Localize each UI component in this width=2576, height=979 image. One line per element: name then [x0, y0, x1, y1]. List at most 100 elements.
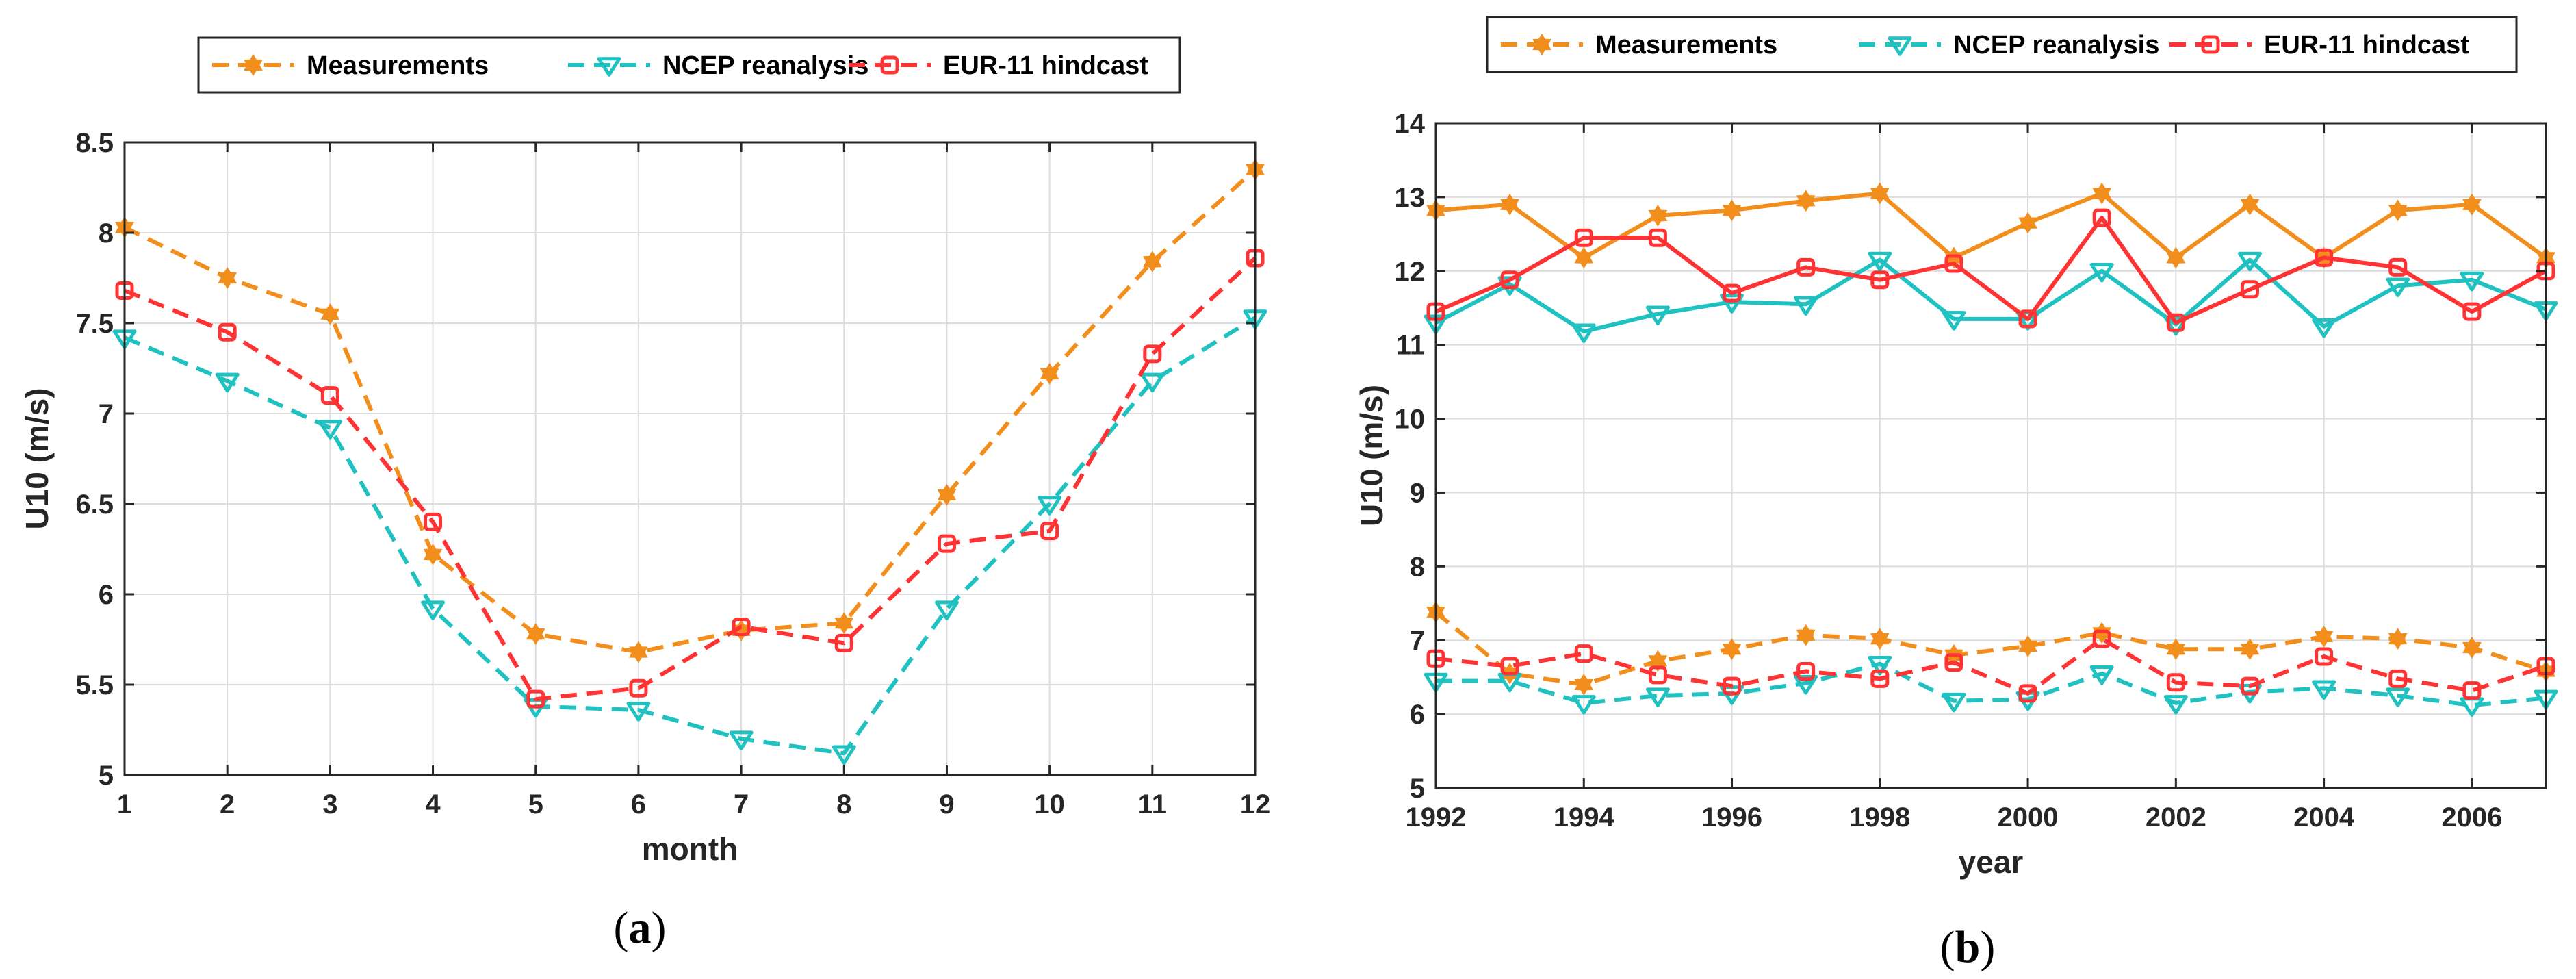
data-point [1868, 655, 1892, 676]
x-tick-label: 2002 [2146, 802, 2206, 832]
data-point [218, 267, 237, 289]
data-point [2163, 695, 2188, 715]
x-tick-label: 1994 [1554, 802, 1615, 832]
data-point [832, 745, 856, 765]
x-tick-label: 9 [939, 789, 954, 819]
x-tick-label: 11 [1138, 789, 1167, 819]
panel-label: (b) [1940, 922, 1996, 972]
x-tick-label: 1998 [1849, 802, 1910, 832]
data-point [1571, 323, 1596, 343]
data-point [2462, 681, 2482, 700]
data-point [1143, 344, 1162, 364]
data-point [1500, 270, 1519, 290]
legend-marker [1532, 34, 1551, 55]
y-tick-label: 7 [99, 399, 114, 429]
data-point [1574, 228, 1593, 247]
data-point [1574, 644, 1593, 663]
y-axis-label: U10 (m/s) [19, 387, 55, 529]
data-point [1796, 257, 1816, 277]
legend-item: EUR-11 hindcast [849, 51, 1148, 80]
panel-letter: a [629, 903, 652, 953]
legend-label: EUR-11 hindcast [2264, 31, 2469, 60]
data-point [934, 600, 959, 620]
data-point [526, 689, 545, 709]
legend: Measurements NCEP reanalysis EUR-11 hindca… [197, 36, 1181, 94]
chart-a: 1 2 3 4 5 6 7 8 9 10 11 1255.566.577.588.5monthU10 … [19, 36, 1270, 953]
series-line [1434, 216, 2547, 325]
data-point [2386, 687, 2410, 707]
series-line [123, 316, 1257, 756]
data-point [2240, 676, 2259, 696]
legend-marker [880, 55, 899, 75]
data-point [1648, 228, 1667, 247]
data-point [1648, 204, 1668, 227]
data-point [1038, 496, 1062, 516]
data-point [2166, 246, 2186, 269]
data-point [2462, 637, 2482, 659]
data-point [218, 322, 237, 342]
data-point [2240, 638, 2260, 661]
data-point [1574, 246, 1594, 269]
data-point [320, 303, 340, 325]
series-line [123, 168, 1257, 654]
x-tick-label: 1996 [1701, 802, 1762, 832]
data-point [1870, 270, 1890, 290]
y-tick-label: 8 [1410, 552, 1425, 582]
y-tick-label: 9 [1410, 478, 1425, 508]
data-point [2018, 635, 2037, 657]
y-tick-label: 5.5 [75, 670, 114, 700]
x-axis-label: month [642, 831, 738, 867]
data-point [2312, 318, 2336, 338]
legend-marker [244, 54, 263, 76]
legend-box [1486, 16, 2518, 73]
data-point [1040, 522, 1059, 541]
data-point [1794, 296, 1818, 316]
data-point [2163, 316, 2188, 336]
data-point [629, 678, 648, 698]
data-point [2386, 277, 2410, 298]
data-point [2092, 629, 2111, 648]
data-point [2315, 248, 2334, 267]
data-point [834, 612, 854, 635]
data-point [729, 730, 754, 750]
data-point [2388, 628, 2408, 650]
data-point [1722, 638, 1742, 661]
legend-label: NCEP reanalysis [1953, 31, 2159, 60]
data-point [1870, 182, 1890, 205]
data-point [1796, 662, 1816, 681]
data-point [2388, 669, 2408, 688]
series-line [1434, 257, 2547, 334]
data-point [1142, 251, 1162, 273]
data-point [2092, 182, 2112, 205]
data-point [1944, 254, 1963, 273]
y-tick-label: 10 [1395, 405, 1426, 435]
data-point [423, 543, 443, 565]
plot-area [125, 142, 1255, 775]
data-point [2018, 309, 2037, 329]
legend: Measurements NCEP reanalysis EUR-11 hindca… [1486, 16, 2518, 73]
x-tick-label: 6 [631, 789, 646, 819]
data-point [1645, 687, 1670, 707]
data-point [732, 618, 751, 637]
x-tick-label: 5 [528, 789, 543, 819]
data-point [1500, 193, 1519, 216]
y-tick-label: 12 [1395, 257, 1426, 287]
data-point [2462, 302, 2482, 321]
legend-label: NCEP reanalysis [662, 51, 868, 80]
data-point [1722, 199, 1742, 222]
legend-item: Measurements [1501, 31, 1777, 60]
data-point [2092, 208, 2111, 227]
data-point [1648, 665, 1667, 685]
data-point [424, 512, 443, 531]
y-tick-label: 6.5 [75, 490, 114, 520]
legend-marker [2201, 35, 2220, 54]
data-point [937, 534, 956, 553]
x-tick-label: 1992 [1406, 802, 1467, 832]
data-point [1942, 311, 1966, 331]
data-point [629, 641, 648, 663]
panel-label: (a) [614, 903, 667, 953]
data-point [2240, 280, 2259, 299]
y-tick-label: 7 [1410, 626, 1425, 656]
data-point [2166, 313, 2185, 332]
